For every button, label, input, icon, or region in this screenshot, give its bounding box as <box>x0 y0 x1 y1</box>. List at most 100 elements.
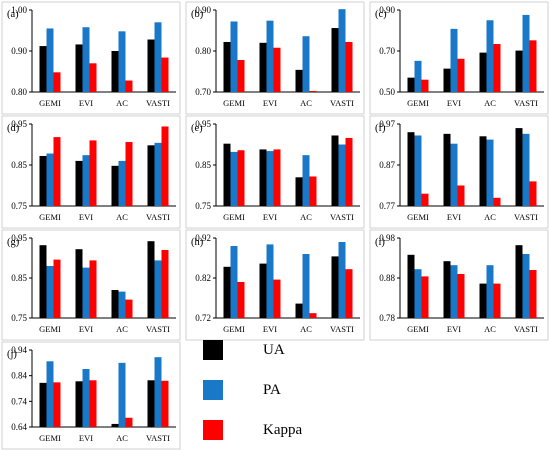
bar-gemi-ua <box>39 245 47 318</box>
bar-vasti-pa <box>154 357 162 427</box>
bar-vasti-ua <box>515 128 523 206</box>
bar-ac-ua <box>295 69 303 92</box>
bar-vasti-kappa <box>161 380 169 427</box>
bar-ac-kappa <box>125 142 133 206</box>
bar-evi-pa <box>266 151 274 206</box>
x-tick-label: VASTI <box>146 324 170 334</box>
bar-ac-pa <box>302 155 310 206</box>
legend-item-ua: UA <box>195 338 335 364</box>
panel-label: (e) <box>191 123 203 134</box>
bar-gemi-kappa <box>237 282 245 318</box>
bar-vasti-pa <box>154 22 162 92</box>
y-tick-label: 0.87 <box>379 160 395 170</box>
x-tick-label: AC <box>116 212 128 222</box>
panel-g: 0.75 0.85 0.95(g) GEMI EVI AC VASTI <box>1 229 181 341</box>
bar-evi-kappa <box>89 380 97 427</box>
y-tick-label: 0.78 <box>379 313 395 323</box>
bar-ac-pa <box>302 36 310 92</box>
panel-b: 0.70 0.80 0.90(b) GEMI EVI AC VASTI <box>185 1 365 115</box>
y-tick-label: 0.85 <box>195 160 211 170</box>
y-tick-label: 0.82 <box>195 273 211 283</box>
x-tick-label: EVI <box>447 212 461 222</box>
panel-label: (h) <box>191 237 204 248</box>
y-tick-label: 0.84 <box>11 371 27 381</box>
bar-vasti-ua <box>147 380 155 427</box>
bar-gemi-kappa <box>53 259 61 318</box>
panel-label: (a) <box>7 9 19 20</box>
bar-gemi-pa <box>46 361 54 427</box>
bar-gemi-ua <box>39 382 47 427</box>
bar-evi-kappa <box>89 63 97 92</box>
y-tick-label: 0.90 <box>11 46 27 56</box>
bar-vasti-kappa <box>529 270 537 318</box>
bar-evi-pa <box>82 368 90 427</box>
panel-f: 0.77 0.87 0.97(f) GEMI EVI AC VASTI <box>369 115 549 229</box>
x-tick-label: EVI <box>79 98 93 108</box>
bar-vasti-kappa <box>345 41 353 92</box>
bar-evi-kappa <box>457 185 465 206</box>
bar-evi-pa <box>82 27 90 92</box>
bar-vasti-pa <box>338 242 346 318</box>
x-tick-label: GEMI <box>39 98 61 108</box>
bar-vasti-pa <box>522 254 530 318</box>
bar-vasti-kappa <box>345 269 353 318</box>
bar-gemi-pa <box>46 266 54 318</box>
x-tick-label: EVI <box>263 212 277 222</box>
bar-gemi-pa <box>414 60 422 92</box>
y-tick-label: 0.90 <box>195 5 211 15</box>
bar-gemi-kappa <box>53 382 61 427</box>
legend-swatch-pa <box>203 380 223 400</box>
bar-vasti-pa <box>154 260 162 318</box>
bar-gemi-kappa <box>421 193 429 206</box>
bar-gemi-ua <box>39 46 47 92</box>
bar-ac-kappa <box>125 299 133 318</box>
y-tick-label: 1.00 <box>11 5 27 15</box>
bar-gemi-kappa <box>53 137 61 206</box>
x-tick-label: AC <box>116 433 128 443</box>
y-tick-label: 0.95 <box>11 233 27 243</box>
y-tick-label: 0.64 <box>11 422 27 432</box>
x-tick-label: GEMI <box>407 98 429 108</box>
bar-evi-ua <box>443 68 451 92</box>
bar-vasti-kappa <box>161 57 169 92</box>
y-tick-label: 0.85 <box>11 273 27 283</box>
bar-vasti-pa <box>338 9 346 92</box>
bar-evi-kappa <box>273 47 281 92</box>
bar-evi-ua <box>259 149 267 206</box>
bar-ac-ua <box>111 51 119 92</box>
bar-evi-ua <box>75 249 83 318</box>
y-tick-label: 0.95 <box>195 119 211 129</box>
legend-item-pa: PA <box>195 378 335 404</box>
bar-vasti-pa <box>154 142 162 206</box>
x-tick-label: GEMI <box>223 98 245 108</box>
bar-ac-ua <box>111 165 119 206</box>
bar-evi-ua <box>443 261 451 318</box>
bar-evi-kappa <box>457 274 465 318</box>
y-tick-label: 0.80 <box>11 87 27 97</box>
x-tick-label: VASTI <box>330 98 354 108</box>
bar-ac-pa <box>486 139 494 206</box>
x-tick-label: AC <box>300 324 312 334</box>
y-tick-label: 0.97 <box>379 119 395 129</box>
legend-label-pa: PA <box>263 382 281 398</box>
x-tick-label: VASTI <box>514 98 538 108</box>
x-tick-label: EVI <box>79 324 93 334</box>
bar-ac-ua <box>111 423 119 427</box>
bar-vasti-kappa <box>161 126 169 206</box>
bar-ac-pa <box>118 160 126 206</box>
bar-ac-kappa <box>493 44 501 92</box>
bar-ac-kappa <box>493 197 501 206</box>
panel-a: 0.80 0.90 1.00(a) GEMI EVI AC VASTI <box>1 1 181 115</box>
bar-vasti-ua <box>147 241 155 318</box>
x-tick-label: GEMI <box>407 324 429 334</box>
y-tick-label: 0.70 <box>195 87 211 97</box>
bar-ac-kappa <box>125 80 133 92</box>
bar-gemi-ua <box>223 266 231 318</box>
x-tick-label: AC <box>300 212 312 222</box>
bar-evi-pa <box>266 244 274 318</box>
panel-label: (d) <box>7 123 20 134</box>
x-tick-label: VASTI <box>514 212 538 222</box>
bar-vasti-ua <box>331 256 339 318</box>
bar-vasti-kappa <box>529 181 537 206</box>
panel-label: (b) <box>191 9 204 20</box>
